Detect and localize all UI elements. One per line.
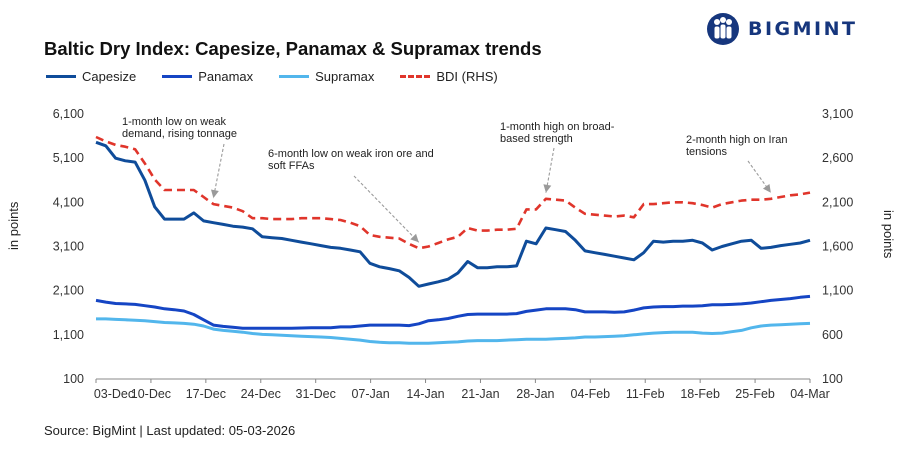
legend-swatch bbox=[400, 75, 431, 78]
legend-item: BDI (RHS) bbox=[400, 69, 498, 84]
legend-item: Panamax bbox=[162, 69, 253, 84]
legend-item: Capesize bbox=[46, 69, 136, 84]
y-right-tick-label: 600 bbox=[822, 328, 843, 342]
annotation-text: based strength bbox=[500, 133, 573, 145]
x-tick-label: 17-Dec bbox=[186, 387, 226, 401]
y-right-tick-label: 2,100 bbox=[822, 195, 853, 209]
legend-label: Capesize bbox=[82, 69, 137, 84]
y-left-tick-label: 6,100 bbox=[53, 107, 84, 121]
annotation-arrowhead bbox=[543, 184, 552, 193]
x-tick-label: 25-Feb bbox=[735, 387, 775, 401]
x-tick-label: 07-Jan bbox=[351, 387, 389, 401]
annotation-arrow bbox=[212, 143, 225, 199]
x-tick-label: 24-Dec bbox=[241, 387, 281, 401]
legend-swatch bbox=[279, 75, 310, 78]
annotation-text: 6-month low on weak iron ore and bbox=[268, 148, 434, 160]
series-line-bdi-rhs bbox=[95, 135, 811, 250]
x-tick-label: 04-Feb bbox=[571, 387, 611, 401]
legend-item: Supramax bbox=[279, 69, 374, 84]
legend-label: Supramax bbox=[315, 69, 375, 84]
x-tick-label: 18-Feb bbox=[680, 387, 720, 401]
y-left-tick-label: 1,100 bbox=[53, 328, 84, 342]
legend-label: Panamax bbox=[198, 69, 254, 84]
y-left-tick-label: 3,100 bbox=[53, 240, 84, 254]
source-note: Source: BigMint | Last updated: 05-03-20… bbox=[44, 423, 296, 438]
y-left-tick-label: 2,100 bbox=[53, 284, 84, 298]
y-right-tick-label: 3,100 bbox=[822, 107, 853, 121]
x-tick-label: 10-Dec bbox=[131, 387, 171, 401]
annotation-text: demand, rising tonnage bbox=[122, 128, 237, 140]
legend-label: BDI (RHS) bbox=[436, 69, 498, 84]
bigmint-logo: BIGMINT bbox=[706, 12, 858, 46]
annotation-arrow bbox=[353, 175, 420, 243]
bigmint-logo-icon bbox=[707, 13, 739, 45]
x-tick-label: 11-Feb bbox=[626, 387, 665, 401]
y-right-tick-label: 100 bbox=[822, 372, 843, 386]
x-tick-label: 14-Jan bbox=[406, 387, 444, 401]
x-tick-label: 31-Dec bbox=[296, 387, 336, 401]
annotation-arrowhead bbox=[210, 189, 219, 199]
y-right-tick-label: 1,600 bbox=[822, 240, 853, 254]
annotation-arrowhead bbox=[762, 183, 771, 193]
series-line-supramax bbox=[96, 317, 811, 345]
x-tick-label: 28-Jan bbox=[516, 387, 554, 401]
y-right-tick-label: 1,100 bbox=[822, 284, 853, 298]
y-left-tick-label: 100 bbox=[63, 372, 84, 386]
legend-swatch bbox=[162, 75, 193, 78]
annotation-text: 2-month high on Iran bbox=[686, 134, 788, 146]
chart-title: Baltic Dry Index: Capesize, Panamax & Su… bbox=[44, 38, 542, 59]
y-left-tick-label: 5,100 bbox=[53, 151, 84, 165]
series-line-panamax bbox=[95, 294, 811, 330]
x-tick-label: 21-Jan bbox=[461, 387, 499, 401]
y-right-tick-label: 2,600 bbox=[822, 151, 853, 165]
annotation-text: soft FFAs bbox=[268, 160, 315, 172]
series-line-capesize bbox=[95, 140, 811, 288]
annotation-arrowhead bbox=[410, 233, 419, 243]
legend-swatch bbox=[46, 75, 76, 78]
logo-text: BIGMINT bbox=[748, 18, 858, 40]
legend: Capesize Panamax Supramax BDI (RHS) bbox=[46, 69, 524, 84]
y-left-tick-label: 4,100 bbox=[53, 195, 84, 209]
annotation-text: 1-month high on broad- bbox=[500, 121, 615, 133]
x-tick-label: 03-Dec bbox=[94, 387, 134, 401]
annotation-text: 1-month low on weak bbox=[122, 116, 226, 128]
annotation-text: tensions bbox=[686, 146, 727, 158]
x-tick-label: 04-Mar bbox=[790, 387, 830, 401]
